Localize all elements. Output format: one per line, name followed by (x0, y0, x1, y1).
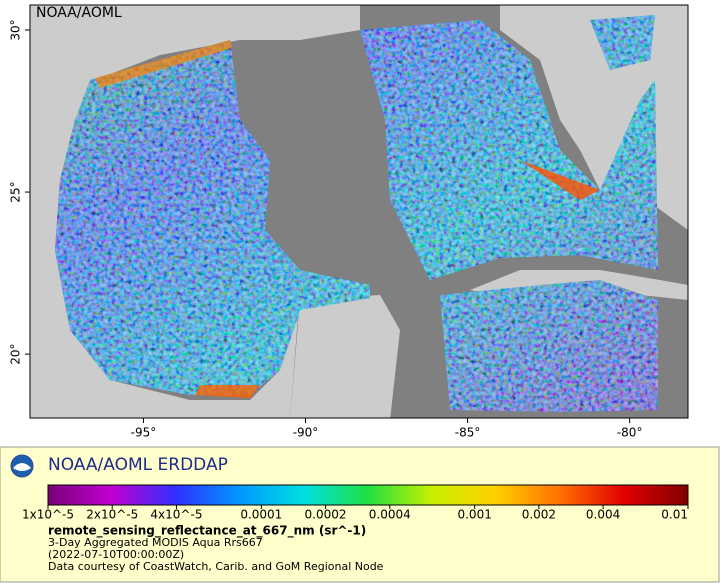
colorbar-tick-label: 0.0004 (369, 508, 411, 522)
y-tick-label: 25° (9, 181, 23, 202)
colorbar-tick-label: 1x10^-5 (22, 508, 74, 522)
colorbar-tick-label: 0.001 (457, 508, 491, 522)
coastal-high (195, 385, 260, 398)
map-label: NOAA/AOML (36, 5, 122, 21)
colorbar-tick-label: 0.01 (661, 508, 688, 522)
colorbar-tick-label: 2x10^-5 (86, 508, 138, 522)
caption-line: 3-Day Aggregated MODIS Aqua Rrs667 (48, 536, 263, 549)
x-tick-label: -90° (293, 426, 319, 440)
x-tick-label: -95° (131, 426, 157, 440)
noaa-logo-bird (13, 463, 31, 471)
colorbar-tick-label: 4x10^-5 (150, 508, 202, 522)
colorbar-tick-label: 0.002 (522, 508, 556, 522)
y-tick-label: 20° (9, 343, 23, 364)
x-tick-label: -80° (617, 426, 643, 440)
caption-line: (2022-07-10T00:00:00Z) (48, 548, 184, 561)
coastal-high (95, 40, 232, 88)
colorbar-tick-label: 0.004 (586, 508, 620, 522)
coastal-high (520, 160, 600, 200)
x-tick-label: -85° (455, 426, 481, 440)
axes: -95° -90° -85° -80° 30° 25° 20° (9, 19, 643, 439)
legend-title: NOAA/AOML ERDDAP (48, 455, 228, 475)
caption-line: Data courtesy of CoastWatch, Carib. and … (48, 560, 384, 573)
legend-panel (0, 446, 720, 583)
map-frame (29, 4, 689, 419)
colorbar-ticks: 1x10^-5 2x10^-5 4x10^-5 0.0001 0.0002 0.0004 0… (22, 505, 689, 522)
y-tick-label: 30° (9, 19, 23, 40)
map-area (30, 5, 688, 418)
colorbar (47, 484, 689, 506)
colorbar-tick-label: 0.0001 (240, 508, 282, 522)
colorbar-tick-label: 0.0002 (305, 508, 347, 522)
variable-name: remote_sensing_reflectance_at_667_nm (sr… (48, 524, 366, 539)
